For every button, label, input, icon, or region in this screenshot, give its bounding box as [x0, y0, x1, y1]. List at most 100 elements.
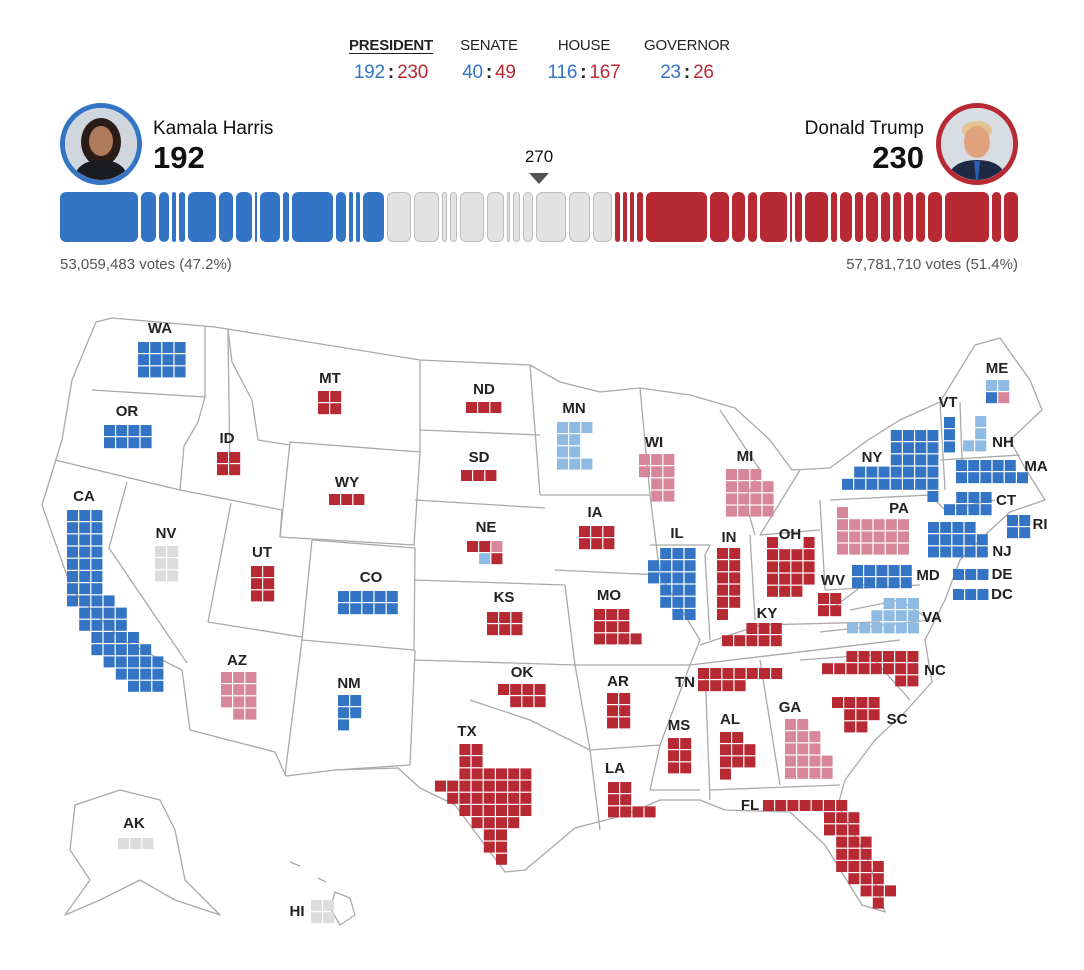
electoral-vote-tile[interactable]	[907, 651, 919, 662]
electoral-vote-tile[interactable]	[140, 644, 152, 656]
undecided-state-segment[interactable]	[449, 192, 458, 242]
electoral-vote-tile[interactable]	[508, 792, 520, 804]
electoral-vote-tile[interactable]	[720, 756, 731, 768]
electoral-vote-tile[interactable]	[323, 912, 335, 924]
electoral-vote-tile[interactable]	[729, 548, 741, 559]
electoral-vote-tile[interactable]	[885, 543, 897, 555]
electoral-vote-tile[interactable]	[672, 572, 684, 584]
electoral-vote-tile[interactable]	[903, 430, 914, 441]
electoral-vote-tile[interactable]	[750, 493, 762, 505]
electoral-vote-tile[interactable]	[968, 492, 980, 503]
electoral-vote-tile[interactable]	[734, 680, 746, 692]
electoral-vote-tile[interactable]	[848, 836, 860, 848]
electoral-vote-tile[interactable]	[980, 504, 992, 516]
electoral-vote-tile[interactable]	[717, 548, 728, 559]
dem-state-segment[interactable]	[158, 192, 170, 242]
electoral-vote-tile[interactable]	[763, 800, 774, 811]
electoral-vote-tile[interactable]	[660, 560, 672, 572]
electoral-vote-tile[interactable]	[79, 571, 91, 582]
electoral-vote-tile[interactable]	[350, 603, 362, 615]
electoral-vote-tile[interactable]	[952, 534, 964, 546]
electoral-vote-tile[interactable]	[895, 610, 907, 622]
electoral-vote-tile[interactable]	[496, 768, 507, 780]
electoral-vote-tile[interactable]	[79, 534, 91, 546]
electoral-vote-tile[interactable]	[471, 756, 483, 768]
electoral-vote-tile[interactable]	[1004, 472, 1016, 484]
electoral-vote-tile[interactable]	[329, 494, 340, 505]
rep-state-segment[interactable]	[804, 192, 829, 242]
electoral-vote-tile[interactable]	[330, 403, 342, 415]
electoral-vote-tile[interactable]	[233, 684, 245, 696]
electoral-vote-tile[interactable]	[927, 478, 939, 490]
electoral-vote-tile[interactable]	[508, 780, 520, 792]
state-ok[interactable]	[498, 684, 546, 708]
electoral-vote-tile[interactable]	[79, 558, 91, 570]
electoral-vote-tile[interactable]	[849, 519, 861, 531]
tab-governor[interactable]: GOVERNOR 23:26	[627, 37, 747, 84]
electoral-vote-tile[interactable]	[91, 571, 103, 582]
electoral-vote-tile[interactable]	[726, 505, 737, 517]
electoral-vote-tile[interactable]	[837, 531, 848, 543]
electoral-vote-tile[interactable]	[803, 537, 815, 548]
electoral-vote-tile[interactable]	[1019, 527, 1031, 539]
electoral-vote-tile[interactable]	[873, 519, 885, 531]
electoral-vote-tile[interactable]	[520, 780, 532, 792]
rep-state-segment[interactable]	[637, 192, 644, 242]
electoral-vote-tile[interactable]	[762, 505, 774, 517]
electoral-vote-tile[interactable]	[797, 731, 809, 743]
state-in[interactable]	[717, 548, 741, 620]
electoral-vote-tile[interactable]	[953, 569, 964, 580]
rep-state-segment[interactable]	[794, 192, 802, 242]
electoral-vote-tile[interactable]	[608, 782, 619, 793]
electoral-vote-tile[interactable]	[750, 505, 762, 517]
electoral-vote-tile[interactable]	[977, 589, 989, 600]
electoral-vote-tile[interactable]	[496, 853, 507, 865]
electoral-vote-tile[interactable]	[846, 663, 858, 675]
electoral-vote-tile[interactable]	[849, 543, 861, 555]
electoral-vote-tile[interactable]	[915, 466, 927, 478]
electoral-vote-tile[interactable]	[895, 651, 907, 662]
electoral-vote-tile[interactable]	[717, 572, 728, 584]
electoral-vote-tile[interactable]	[883, 622, 895, 634]
electoral-vote-tile[interactable]	[338, 603, 349, 615]
electoral-vote-tile[interactable]	[142, 838, 154, 849]
electoral-vote-tile[interactable]	[660, 572, 672, 584]
electoral-vote-tile[interactable]	[496, 841, 507, 853]
electoral-vote-tile[interactable]	[459, 780, 471, 792]
electoral-vote-tile[interactable]	[91, 558, 103, 570]
dem-state-segment[interactable]	[335, 192, 346, 242]
rep-state-segment[interactable]	[945, 192, 989, 242]
electoral-vote-tile[interactable]	[496, 805, 507, 816]
electoral-vote-tile[interactable]	[903, 466, 914, 478]
electoral-vote-tile[interactable]	[487, 612, 498, 623]
electoral-vote-tile[interactable]	[140, 425, 152, 436]
electoral-vote-tile[interactable]	[591, 526, 603, 537]
electoral-vote-tile[interactable]	[618, 633, 630, 645]
electoral-vote-tile[interactable]	[744, 756, 756, 768]
electoral-vote-tile[interactable]	[848, 848, 860, 860]
electoral-vote-tile[interactable]	[848, 873, 860, 885]
electoral-vote-tile[interactable]	[680, 762, 692, 774]
electoral-vote-tile[interactable]	[803, 549, 815, 561]
undecided-state-segment[interactable]	[413, 192, 439, 242]
state-me[interactable]	[986, 380, 1010, 404]
electoral-vote-tile[interactable]	[1007, 527, 1018, 539]
electoral-vote-tile[interactable]	[619, 705, 631, 717]
electoral-vote-tile[interactable]	[858, 651, 870, 662]
electoral-vote-tile[interactable]	[779, 585, 791, 597]
state-ut[interactable]	[251, 566, 275, 602]
electoral-vote-tile[interactable]	[479, 553, 491, 565]
electoral-vote-tile[interactable]	[856, 709, 868, 721]
electoral-vote-tile[interactable]	[569, 458, 581, 470]
electoral-vote-tile[interactable]	[362, 591, 374, 602]
electoral-vote-tile[interactable]	[956, 460, 967, 471]
electoral-vote-tile[interactable]	[630, 633, 642, 645]
electoral-vote-tile[interactable]	[986, 380, 997, 391]
electoral-vote-tile[interactable]	[717, 596, 728, 608]
electoral-vote-tile[interactable]	[581, 422, 593, 433]
electoral-vote-tile[interactable]	[791, 573, 803, 585]
electoral-vote-tile[interactable]	[903, 454, 914, 466]
electoral-vote-tile[interactable]	[557, 422, 568, 433]
undecided-state-segment[interactable]	[441, 192, 447, 242]
electoral-vote-tile[interactable]	[908, 610, 919, 622]
